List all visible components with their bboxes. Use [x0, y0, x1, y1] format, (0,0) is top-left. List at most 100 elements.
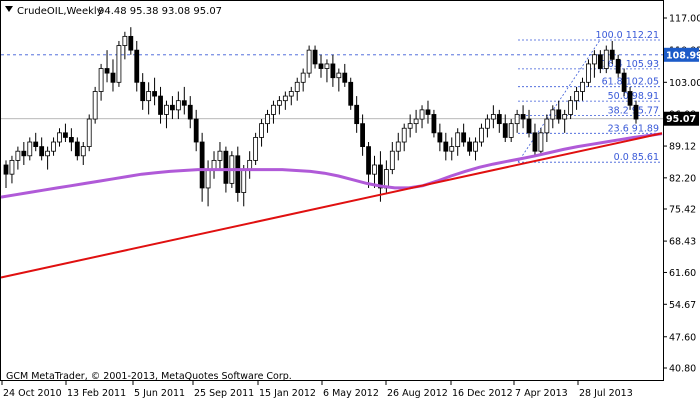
candle-body [63, 132, 68, 138]
candle-body [544, 118, 550, 134]
candle-body [92, 91, 98, 120]
candle-body [449, 146, 455, 152]
candle-body [276, 100, 282, 106]
candle-body [152, 91, 157, 97]
candle-body [21, 150, 27, 157]
candle-body [128, 35, 134, 51]
candle-body [68, 137, 74, 143]
candle-body [348, 81, 354, 106]
chart-header: CrudeOIL,Weekly 94.48 95.38 93.08 95.07 [5, 6, 222, 17]
x-tick-label: 13 Feb 2011 [67, 388, 126, 399]
candle-body [134, 49, 140, 83]
symbol-label: CrudeOIL,Weekly [17, 6, 103, 17]
candle-body [354, 104, 360, 125]
candle-body [39, 146, 45, 157]
candle-body [330, 63, 336, 79]
candle-body [187, 104, 193, 120]
candle-body [586, 63, 591, 83]
candle-body [288, 91, 294, 97]
candle-body [496, 114, 502, 125]
x-tick-label: 26 Aug 2012 [387, 388, 448, 399]
y-tick-label: 40.80 [669, 364, 696, 375]
candle-body [193, 118, 199, 143]
candle-body [627, 91, 633, 106]
x-tick-label: 25 Sep 2011 [194, 388, 254, 399]
candle-body [318, 63, 324, 69]
candle-body [502, 123, 508, 138]
x-tick-label: 24 Oct 2010 [3, 388, 62, 399]
y-tick-label: 117.00 [669, 14, 700, 25]
candle-body [431, 114, 437, 134]
triangle-down-icon[interactable] [5, 6, 13, 12]
trendline-group [0, 132, 663, 279]
candle-body [437, 132, 443, 143]
candle-body [479, 127, 484, 143]
candle-body [80, 146, 86, 157]
candle-body [9, 159, 15, 175]
y-tick-label: 47.60 [669, 332, 696, 343]
candle-body [520, 114, 526, 120]
candle-body [140, 81, 146, 102]
candle-body [550, 109, 556, 120]
candle-body [45, 150, 51, 157]
candle-body [378, 164, 383, 189]
x-tick-label: 28 Jul 2013 [579, 388, 633, 399]
x-tick-label: 7 Apr 2013 [515, 388, 568, 399]
candle-body [98, 68, 104, 92]
candle-body [199, 141, 205, 189]
candle-body [562, 114, 568, 120]
candle-body [413, 118, 419, 125]
moving-average-group [0, 132, 663, 199]
candle-body [597, 54, 603, 69]
candle-body [241, 169, 247, 193]
candle-body [526, 118, 532, 134]
candle-body [395, 141, 401, 152]
candle-body [51, 141, 56, 152]
price-tag-label: 95.07 [666, 114, 696, 125]
candle-body [306, 49, 312, 74]
ohlc-label: 94.48 95.38 93.08 95.07 [98, 6, 222, 17]
candle-body [181, 100, 187, 106]
candle-body [122, 35, 128, 46]
candle-body [621, 72, 627, 92]
candle-body [603, 49, 609, 69]
candle-body [104, 68, 110, 74]
candle-body [336, 72, 342, 79]
candle-body [15, 150, 21, 161]
candle-body [556, 109, 562, 120]
price-tag-background [664, 111, 699, 126]
candle-body [170, 104, 175, 111]
candle-body [425, 109, 431, 115]
fib-level-label: 50.0 98.91 [608, 91, 659, 102]
price-tag-background [664, 47, 699, 62]
candle-body [615, 58, 621, 74]
fib-level-label: 61.8 102.05 [602, 77, 659, 88]
candle-body [175, 100, 181, 111]
y-tick-label: 68.43 [669, 237, 696, 248]
candle-body [57, 132, 62, 143]
y-tick-label: 89.12 [669, 142, 696, 153]
candle-body [223, 150, 229, 184]
candle-body [455, 132, 461, 148]
candle-body [253, 137, 259, 161]
fib-level-label: 38.2 95.77 [608, 106, 659, 117]
moving-average-line [0, 132, 663, 199]
fib-level-label: 100.0 112.21 [596, 30, 659, 41]
candle-body [514, 114, 520, 125]
candle-body [389, 150, 395, 170]
fib-level-label: 76.4 105.93 [602, 59, 659, 70]
candle-body [372, 164, 377, 175]
candle-body [300, 72, 306, 83]
y-tick-label: 75.42 [669, 204, 696, 215]
candle-body [532, 132, 538, 152]
candle-body [324, 63, 330, 69]
candle-body [461, 132, 467, 143]
plot-frame [0, 0, 664, 381]
x-tick-label: 15 Jan 2012 [259, 388, 316, 399]
candle-body [401, 127, 407, 143]
candle-body [259, 123, 264, 138]
x-tick-label: 16 Dec 2012 [452, 388, 513, 399]
candle-body [235, 155, 241, 193]
